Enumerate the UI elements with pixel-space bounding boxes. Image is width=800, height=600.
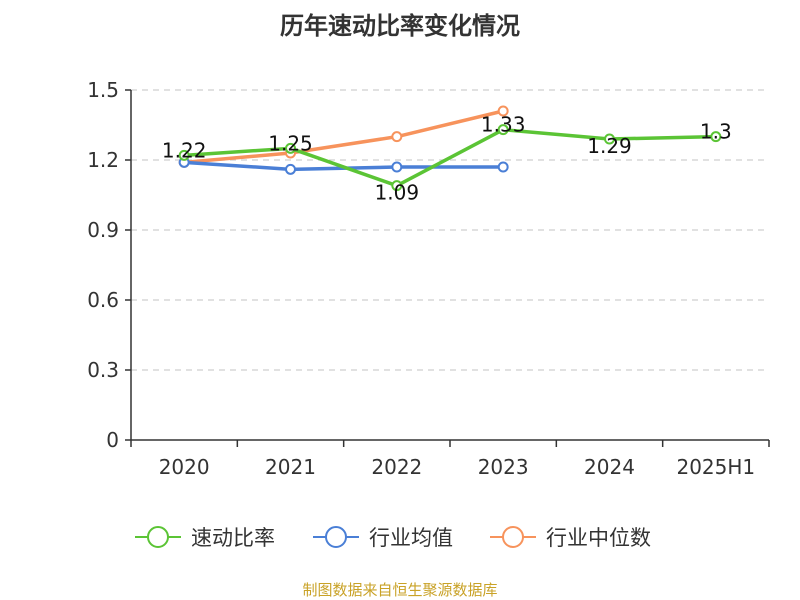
data-point[interactable] <box>497 105 509 117</box>
data-point[interactable] <box>178 149 190 161</box>
x-tick-label: 2024 <box>584 455 635 479</box>
y-tick-label: 0.9 <box>87 218 119 242</box>
x-tick-label: 2023 <box>478 455 529 479</box>
data-point[interactable] <box>604 133 615 145</box>
data-point[interactable] <box>710 131 722 143</box>
chart-title: 历年速动比率变化情况 <box>280 12 520 40</box>
data-point[interactable] <box>285 163 296 175</box>
data-point[interactable] <box>285 142 296 154</box>
data-point[interactable] <box>391 180 403 192</box>
series-line-0 <box>184 127 716 188</box>
data-label: 1.22 <box>162 138 207 162</box>
legend-marker <box>147 526 169 548</box>
legend-marker <box>502 526 524 548</box>
x-tick-label: 2020 <box>159 455 210 479</box>
data-label: 1.33 <box>481 113 526 137</box>
data-point[interactable] <box>497 124 509 136</box>
y-tick-label: 0 <box>106 428 119 452</box>
y-tick-label: 1.2 <box>87 148 119 172</box>
data-label: 1.3 <box>700 120 732 144</box>
x-tick-label: 2021 <box>265 455 316 479</box>
legend-label: 行业中位数 <box>546 526 651 550</box>
data-point[interactable] <box>391 131 403 143</box>
legend-label: 速动比率 <box>191 526 275 550</box>
data-label: 1.09 <box>375 181 420 205</box>
legend-item-2[interactable]: 行业中位数 <box>490 526 651 550</box>
legend-label: 行业均值 <box>369 526 453 550</box>
data-point[interactable] <box>497 161 509 173</box>
legend-item-0[interactable]: 速动比率 <box>135 526 275 550</box>
y-tick-label: 0.6 <box>87 288 119 312</box>
data-label: 1.25 <box>268 131 313 155</box>
y-tick-label: 1.5 <box>87 78 119 102</box>
y-tick-label: 0.3 <box>87 358 119 382</box>
legend-item-1[interactable]: 行业均值 <box>313 526 453 550</box>
x-tick-label: 2022 <box>371 455 422 479</box>
x-tick-label: 2025H1 <box>676 455 755 479</box>
source-note: 制图数据来自恒生聚源数据库 <box>302 581 497 599</box>
series-line-2 <box>184 109 504 165</box>
legend-marker <box>325 526 347 548</box>
data-label: 1.29 <box>587 134 632 158</box>
data-point[interactable] <box>391 161 403 173</box>
